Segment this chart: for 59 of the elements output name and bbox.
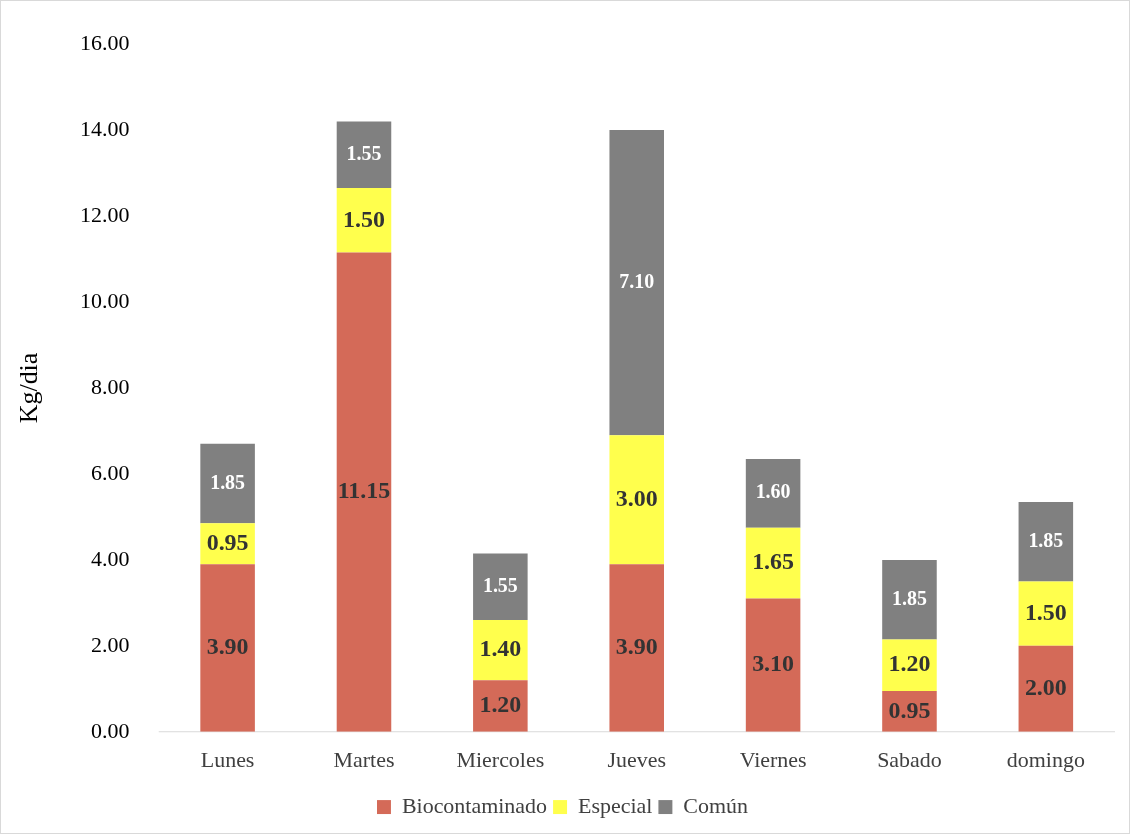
legend-label: Biocontaminado — [401, 792, 548, 818]
data-label: 1.55 — [346, 141, 382, 164]
data-label: 11.15 — [337, 477, 391, 504]
bar — [336, 188, 392, 253]
bar — [882, 639, 937, 692]
data-label: 1.20 — [888, 650, 931, 677]
y-tick-label: 16.00 — [80, 29, 130, 55]
data-label: 1.20 — [479, 691, 522, 718]
x-tick-label: Jueves — [607, 746, 666, 772]
x-tick-label: Martes — [333, 746, 395, 772]
bar — [1018, 581, 1074, 646]
legend-label: Especial — [578, 792, 653, 818]
y-tick-label: 4.00 — [91, 545, 130, 571]
y-tick-label: 6.00 — [91, 459, 130, 485]
data-label: 1.40 — [479, 635, 522, 662]
bar — [200, 443, 255, 524]
bar — [1018, 645, 1074, 732]
x-tick-label: domingo — [1006, 746, 1085, 772]
bar — [336, 121, 392, 189]
y-tick-label: 2.00 — [91, 631, 130, 657]
bar — [200, 564, 255, 732]
data-label: 2.00 — [1024, 674, 1067, 701]
data-label: 3.10 — [752, 650, 795, 677]
data-label: 1.50 — [343, 205, 385, 232]
x-tick-label: Sabado — [877, 746, 942, 772]
y-tick-label: 8.00 — [91, 373, 130, 399]
data-label: 1.85 — [210, 470, 246, 493]
x-tick-label: Miercoles — [456, 746, 545, 772]
y-tick-label: 0.00 — [91, 717, 130, 743]
bar — [609, 435, 664, 565]
bar — [473, 620, 528, 681]
legend-label: Común — [683, 792, 749, 818]
bar — [745, 598, 801, 732]
x-tick-label: Viernes — [739, 746, 807, 772]
data-label: 3.90 — [206, 633, 249, 660]
y-tick-label: 12.00 — [80, 201, 130, 227]
data-label: 1.55 — [482, 573, 518, 596]
bar — [1018, 501, 1074, 582]
y-axis-title: Kg/dia — [14, 352, 44, 424]
data-label: 1.60 — [755, 480, 791, 503]
data-label: 1.85 — [1028, 528, 1064, 551]
data-label: 1.50 — [1024, 598, 1067, 625]
data-label: 3.90 — [615, 633, 658, 660]
y-tick-label: 14.00 — [80, 115, 130, 141]
x-tick-label: Lunes — [200, 746, 255, 772]
bar — [745, 527, 801, 599]
data-label: 0.95 — [888, 696, 931, 723]
bar — [609, 130, 664, 436]
data-label: 1.65 — [752, 548, 795, 575]
bar — [336, 252, 392, 732]
bar — [609, 564, 664, 732]
y-tick-label: 10.00 — [80, 287, 130, 313]
bar — [882, 559, 937, 640]
bar — [745, 458, 801, 528]
data-label: 0.95 — [206, 528, 249, 555]
bar — [473, 553, 528, 621]
data-label: 1.85 — [892, 586, 927, 609]
data-label: 7.10 — [619, 269, 655, 292]
data-label: 3.00 — [615, 484, 658, 511]
